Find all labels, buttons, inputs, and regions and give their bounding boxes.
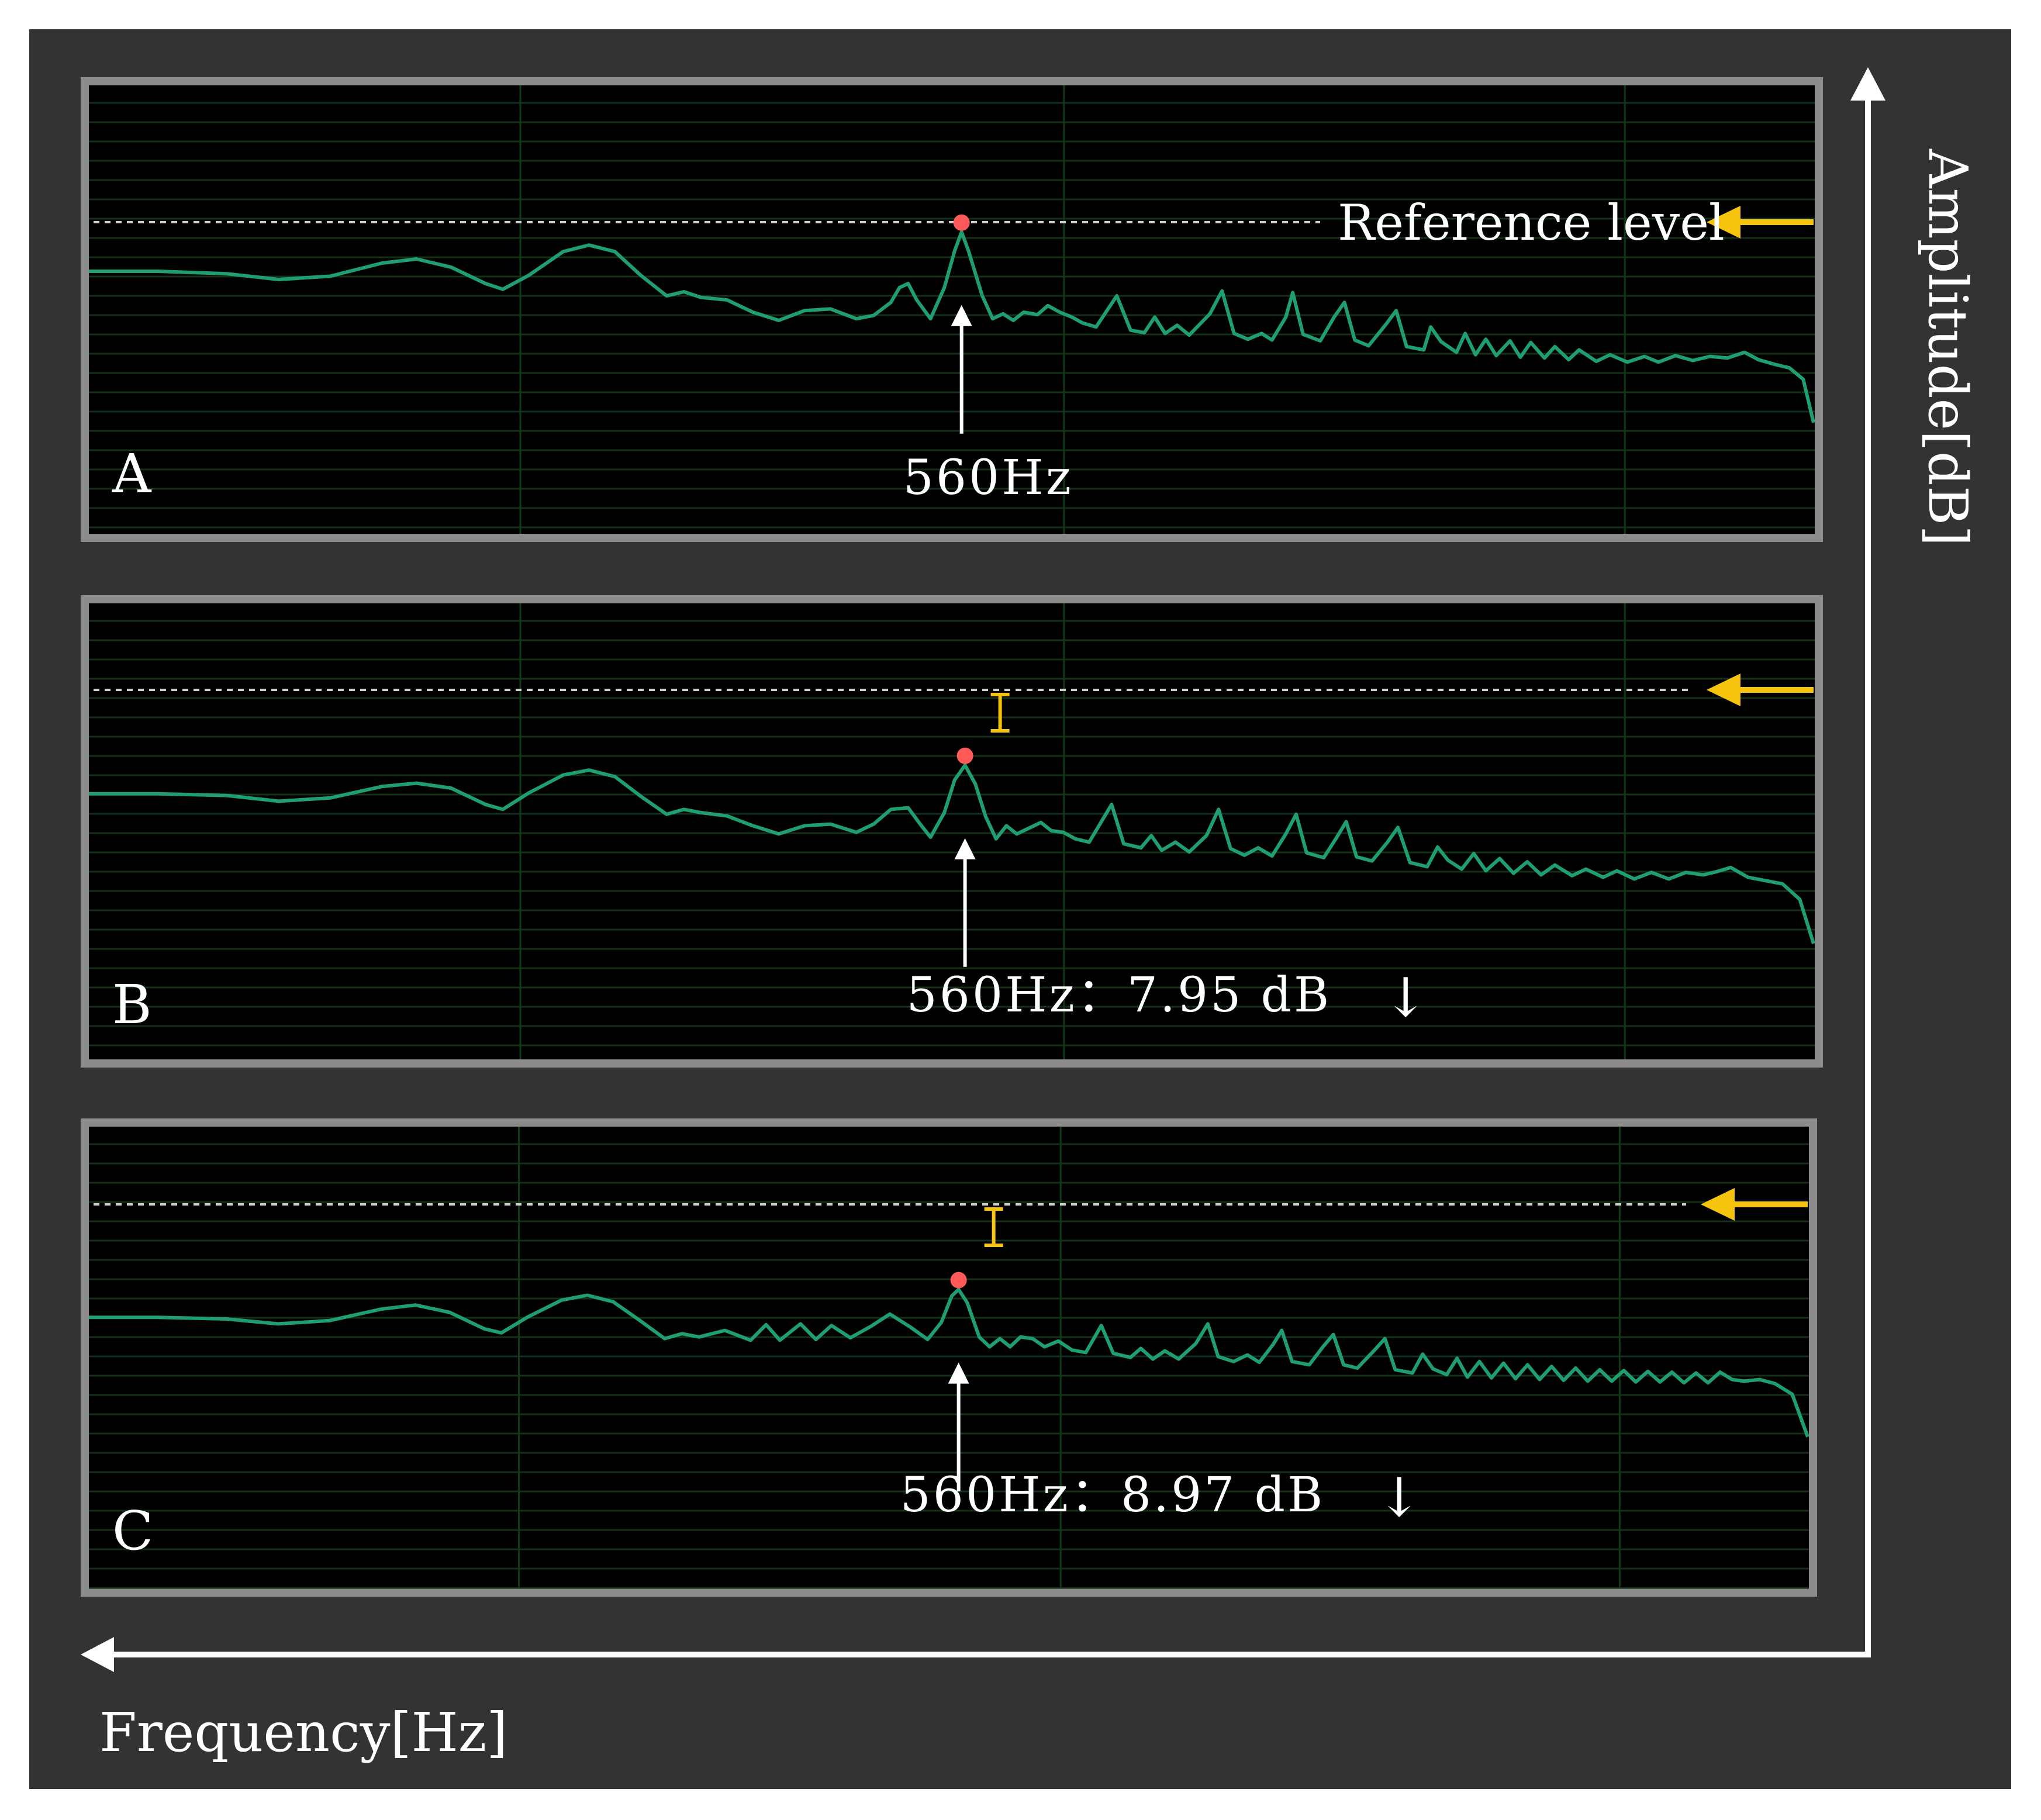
panel-label: C	[112, 1500, 153, 1562]
peak-label: 560Hz	[903, 450, 1073, 506]
spectrum-line	[89, 230, 1815, 423]
peak-arrowhead-icon	[951, 305, 972, 326]
drop-indicator-icon	[990, 693, 1010, 733]
peak-marker	[956, 747, 973, 764]
x-axis-arrowhead-icon	[81, 1637, 114, 1672]
reference-arrowhead-icon	[1701, 1188, 1735, 1221]
grid	[89, 1127, 1809, 1589]
reference-arrowhead-icon	[1707, 674, 1740, 706]
spectrum-line	[89, 1287, 1809, 1438]
panel-label: B	[112, 973, 152, 1036]
y-axis-label: Amplitude[dB]	[1916, 148, 1979, 546]
panel-a: Reference level 560Hz A	[81, 77, 1823, 542]
grid	[89, 603, 1815, 1059]
x-axis-label: Frequency[Hz]	[99, 1701, 507, 1764]
y-axis-arrowhead-icon	[1850, 67, 1885, 101]
peak-label: 560Hz：8.97 dB	[900, 1467, 1325, 1523]
drop-arrow: ↓	[1383, 966, 1428, 1029]
peak-marker	[953, 214, 970, 231]
drop-indicator-icon	[984, 1207, 1003, 1247]
spectrum-line	[89, 763, 1815, 944]
reference-arrowhead-icon	[1707, 206, 1740, 239]
peak-label: 560Hz：7.95 dB	[907, 968, 1332, 1023]
drop-arrow: ↓	[1377, 1466, 1422, 1529]
peak-arrowhead-icon	[948, 1362, 969, 1384]
axes: Amplitude[dB] Frequency[Hz]	[81, 67, 1979, 1764]
peak-arrowhead-icon	[954, 838, 976, 859]
panel-label: A	[112, 443, 152, 505]
peak-marker	[950, 1272, 967, 1289]
panel-c: 560Hz：8.97 dB ↓ C	[81, 1118, 1817, 1597]
panel-b: 560Hz：7.95 dB ↓ B	[81, 595, 1823, 1068]
reference-level-label: Reference level	[1338, 194, 1725, 251]
